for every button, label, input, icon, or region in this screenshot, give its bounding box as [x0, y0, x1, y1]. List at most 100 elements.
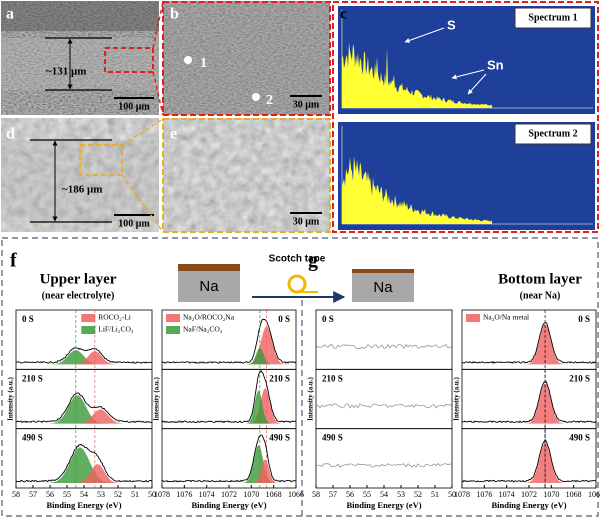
time-label: 0 S: [578, 314, 590, 324]
panel-label: b: [170, 6, 179, 23]
legend-swatch: [166, 326, 180, 334]
fit-component: [16, 350, 152, 365]
panel-label: e: [170, 126, 177, 143]
na-block: [352, 272, 414, 302]
sem-texture: [1, 1, 159, 115]
x-tick-label: 52: [114, 490, 122, 499]
sei-layer: [352, 269, 414, 273]
panel-border: [162, 118, 331, 233]
spectrum-line: [315, 463, 453, 468]
legend-swatch: [466, 314, 480, 322]
pointer: [404, 27, 445, 43]
fit-component: [162, 390, 296, 424]
x-tick-label: 1074: [499, 490, 515, 499]
sem-layer: [1, 1, 159, 31]
x-tick-label: 1078: [154, 490, 170, 499]
legend-swatch: [81, 314, 96, 322]
x-tick-label: 1066: [288, 490, 304, 499]
label: S: [447, 17, 456, 32]
panel-label: c: [340, 6, 347, 23]
point-marker: [252, 93, 260, 101]
label: Sn: [487, 57, 504, 72]
y-axis-label: Intensity (a.u.): [7, 376, 15, 420]
label: Upper layer: [40, 271, 117, 287]
label: ~186 μm: [62, 184, 102, 196]
x-tick-label: 1072: [221, 490, 237, 499]
fit-component: [16, 351, 152, 365]
fit-component: [462, 442, 596, 483]
spectrum: [342, 42, 492, 108]
envelope: [161, 370, 297, 424]
envelope: [15, 392, 153, 424]
fit-component: [162, 347, 296, 365]
panel-label: g: [308, 250, 318, 272]
envelope: [15, 443, 153, 483]
envelope: [461, 439, 597, 483]
fit-component: [16, 395, 152, 424]
x-tick-label: 53: [397, 490, 405, 499]
label: Bottom layer: [498, 271, 582, 287]
panel-label: a: [6, 6, 14, 23]
x-tick-label: 55: [363, 490, 371, 499]
label: 30 μm: [293, 216, 320, 227]
x-tick-label: 50: [448, 490, 456, 499]
time-label: 210 S: [22, 373, 43, 383]
sem-layer: [1, 38, 159, 90]
x-tick-label: 1074: [199, 490, 215, 499]
fit-component: [462, 383, 596, 424]
label: 2: [266, 93, 273, 108]
fit-component: [16, 447, 152, 483]
x-tick-label: 1070: [543, 490, 559, 499]
label: 100 μm: [118, 218, 150, 229]
time-label: 210 S: [322, 373, 343, 383]
sei-layer: [178, 264, 240, 271]
x-tick-label: 53: [97, 490, 105, 499]
y-axis-label: Intensity (a.u.): [453, 376, 461, 420]
spectrum-line: [315, 403, 453, 409]
x-tick-label: 50: [148, 490, 156, 499]
panel-label: f: [10, 250, 17, 272]
legend-label: NaF/Na₂CO₃: [183, 325, 223, 334]
x-tick-label: 55: [63, 490, 71, 499]
x-tick-label: 58: [312, 490, 320, 499]
zoom-line: [121, 174, 164, 233]
subplot-frame: [315, 309, 453, 370]
x-tick-label: 1068: [566, 490, 582, 499]
x-tick-label: 56: [346, 490, 354, 499]
legend-label: Na₂O/Na metal: [483, 313, 529, 322]
sem-texture: [163, 118, 330, 232]
tape-roll: [287, 274, 307, 294]
x-tick-label: 54: [380, 490, 388, 499]
x-axis-label: Binding Energy (eV): [46, 500, 121, 510]
zoom-line: [152, 71, 164, 116]
spectrum-title: Spectrum 2: [528, 128, 577, 139]
spectrum-title-box: [514, 7, 592, 29]
x-tick-label: 58: [12, 490, 20, 499]
pointer: [451, 69, 485, 80]
label: Na: [199, 278, 219, 295]
spectrum-line: [315, 343, 453, 349]
x-tick-label: 1076: [476, 490, 492, 499]
x-tick-label: 1078: [454, 490, 470, 499]
legend-swatch: [81, 326, 96, 334]
time-label: 210 S: [569, 373, 590, 383]
panel-label: d: [6, 126, 15, 143]
section-border: [1, 237, 599, 517]
time-label: 0 S: [22, 314, 34, 324]
time-label: 490 S: [269, 433, 290, 443]
x-axis-label: Binding Energy (eV): [346, 500, 421, 510]
zoom-line: [152, 1, 164, 49]
zoom-box: [104, 47, 154, 73]
label: ~131 μm: [46, 66, 86, 78]
label: (near Na): [520, 290, 561, 301]
time-label: 490 S: [322, 433, 343, 443]
x-tick-label: 57: [329, 490, 337, 499]
x-tick-label: 1072: [521, 490, 537, 499]
zoom-box: [79, 144, 123, 176]
legend-swatch: [166, 314, 180, 322]
spectrum: [342, 156, 492, 224]
x-tick-label: 52: [414, 490, 422, 499]
time-label: 0 S: [322, 314, 334, 324]
zoom-line: [121, 118, 164, 146]
